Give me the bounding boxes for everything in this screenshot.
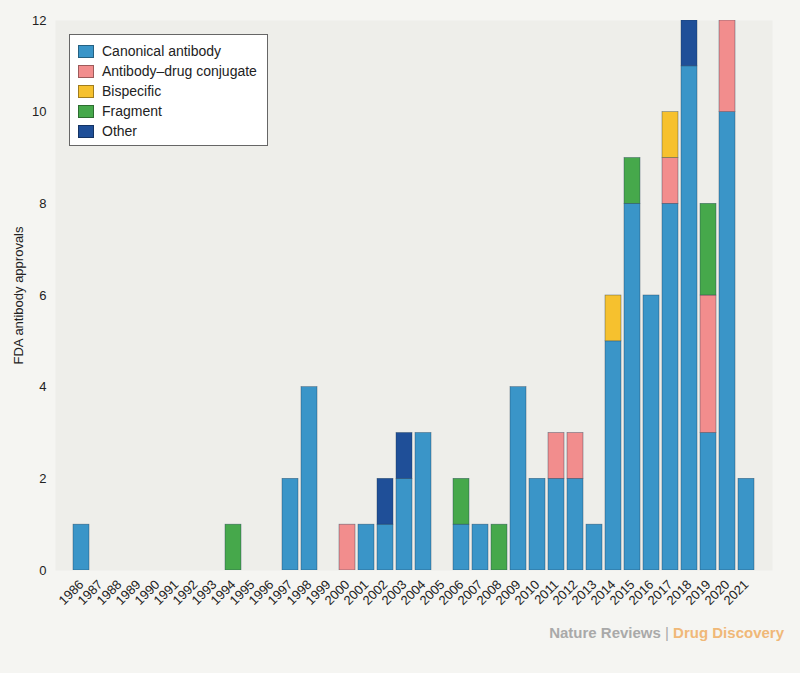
html-text:Bispecific: Bispecific <box>102 83 162 99</box>
svg-text:1997: 1997 <box>264 576 296 608</box>
svg-text:2001: 2001 <box>340 576 372 608</box>
svg-text:2009: 2009 <box>492 576 524 608</box>
svg-text:6: 6 <box>39 288 46 303</box>
svg-text:2002: 2002 <box>359 576 391 608</box>
svg-text:1992: 1992 <box>169 576 201 608</box>
svg-text:1988: 1988 <box>93 576 125 608</box>
svg-text:FDA antibody approvals: FDA antibody approvals <box>11 226 26 365</box>
svg-text:1993: 1993 <box>188 576 220 608</box>
svg-text:1986: 1986 <box>55 576 87 608</box>
svg-text:1994: 1994 <box>207 576 239 608</box>
svg-text:2007: 2007 <box>454 576 486 608</box>
svg-text:2008: 2008 <box>473 576 505 608</box>
html-text:Other: Other <box>102 123 137 139</box>
html-text:Canonical antibody: Canonical antibody <box>102 43 222 59</box>
svg-text:2020: 2020 <box>701 576 733 608</box>
svg-text:2018: 2018 <box>663 576 695 608</box>
svg-text:2006: 2006 <box>435 576 467 608</box>
svg-text:12: 12 <box>32 13 46 28</box>
svg-text:2010: 2010 <box>511 576 543 608</box>
svg-text:1990: 1990 <box>131 576 163 608</box>
svg-text:4: 4 <box>39 379 46 394</box>
html-text:Antibody–drug conjugate: Antibody–drug conjugate <box>102 63 257 79</box>
svg-text:2003: 2003 <box>378 576 410 608</box>
svg-text:2004: 2004 <box>397 576 429 608</box>
svg-text:2015: 2015 <box>606 576 638 608</box>
svg-text:1995: 1995 <box>226 576 258 608</box>
svg-text:1987: 1987 <box>74 576 106 608</box>
svg-text:2: 2 <box>39 471 46 486</box>
svg-text:8: 8 <box>39 196 46 211</box>
svg-text:10: 10 <box>32 104 46 119</box>
html-text:Fragment: Fragment <box>102 103 162 119</box>
svg-text:2005: 2005 <box>416 576 448 608</box>
svg-text:2017: 2017 <box>644 576 676 608</box>
svg-text:1996: 1996 <box>245 576 277 608</box>
svg-text:1989: 1989 <box>112 576 144 608</box>
svg-text:1991: 1991 <box>150 576 182 608</box>
svg-text:2016: 2016 <box>625 576 657 608</box>
svg-text:0: 0 <box>39 563 46 578</box>
svg-text:1999: 1999 <box>302 576 334 608</box>
svg-text:2012: 2012 <box>549 576 581 608</box>
svg-text:2013: 2013 <box>568 576 600 608</box>
svg-text:2000: 2000 <box>321 576 353 608</box>
svg-text:2019: 2019 <box>682 576 714 608</box>
svg-text:2011: 2011 <box>531 576 562 608</box>
svg-text:2014: 2014 <box>587 576 619 608</box>
html-text:Nature Reviews | Drug Discover: Nature Reviews | Drug Discovery <box>549 624 784 641</box>
svg-text:2021: 2021 <box>721 577 752 608</box>
svg-text:1998: 1998 <box>283 576 315 608</box>
